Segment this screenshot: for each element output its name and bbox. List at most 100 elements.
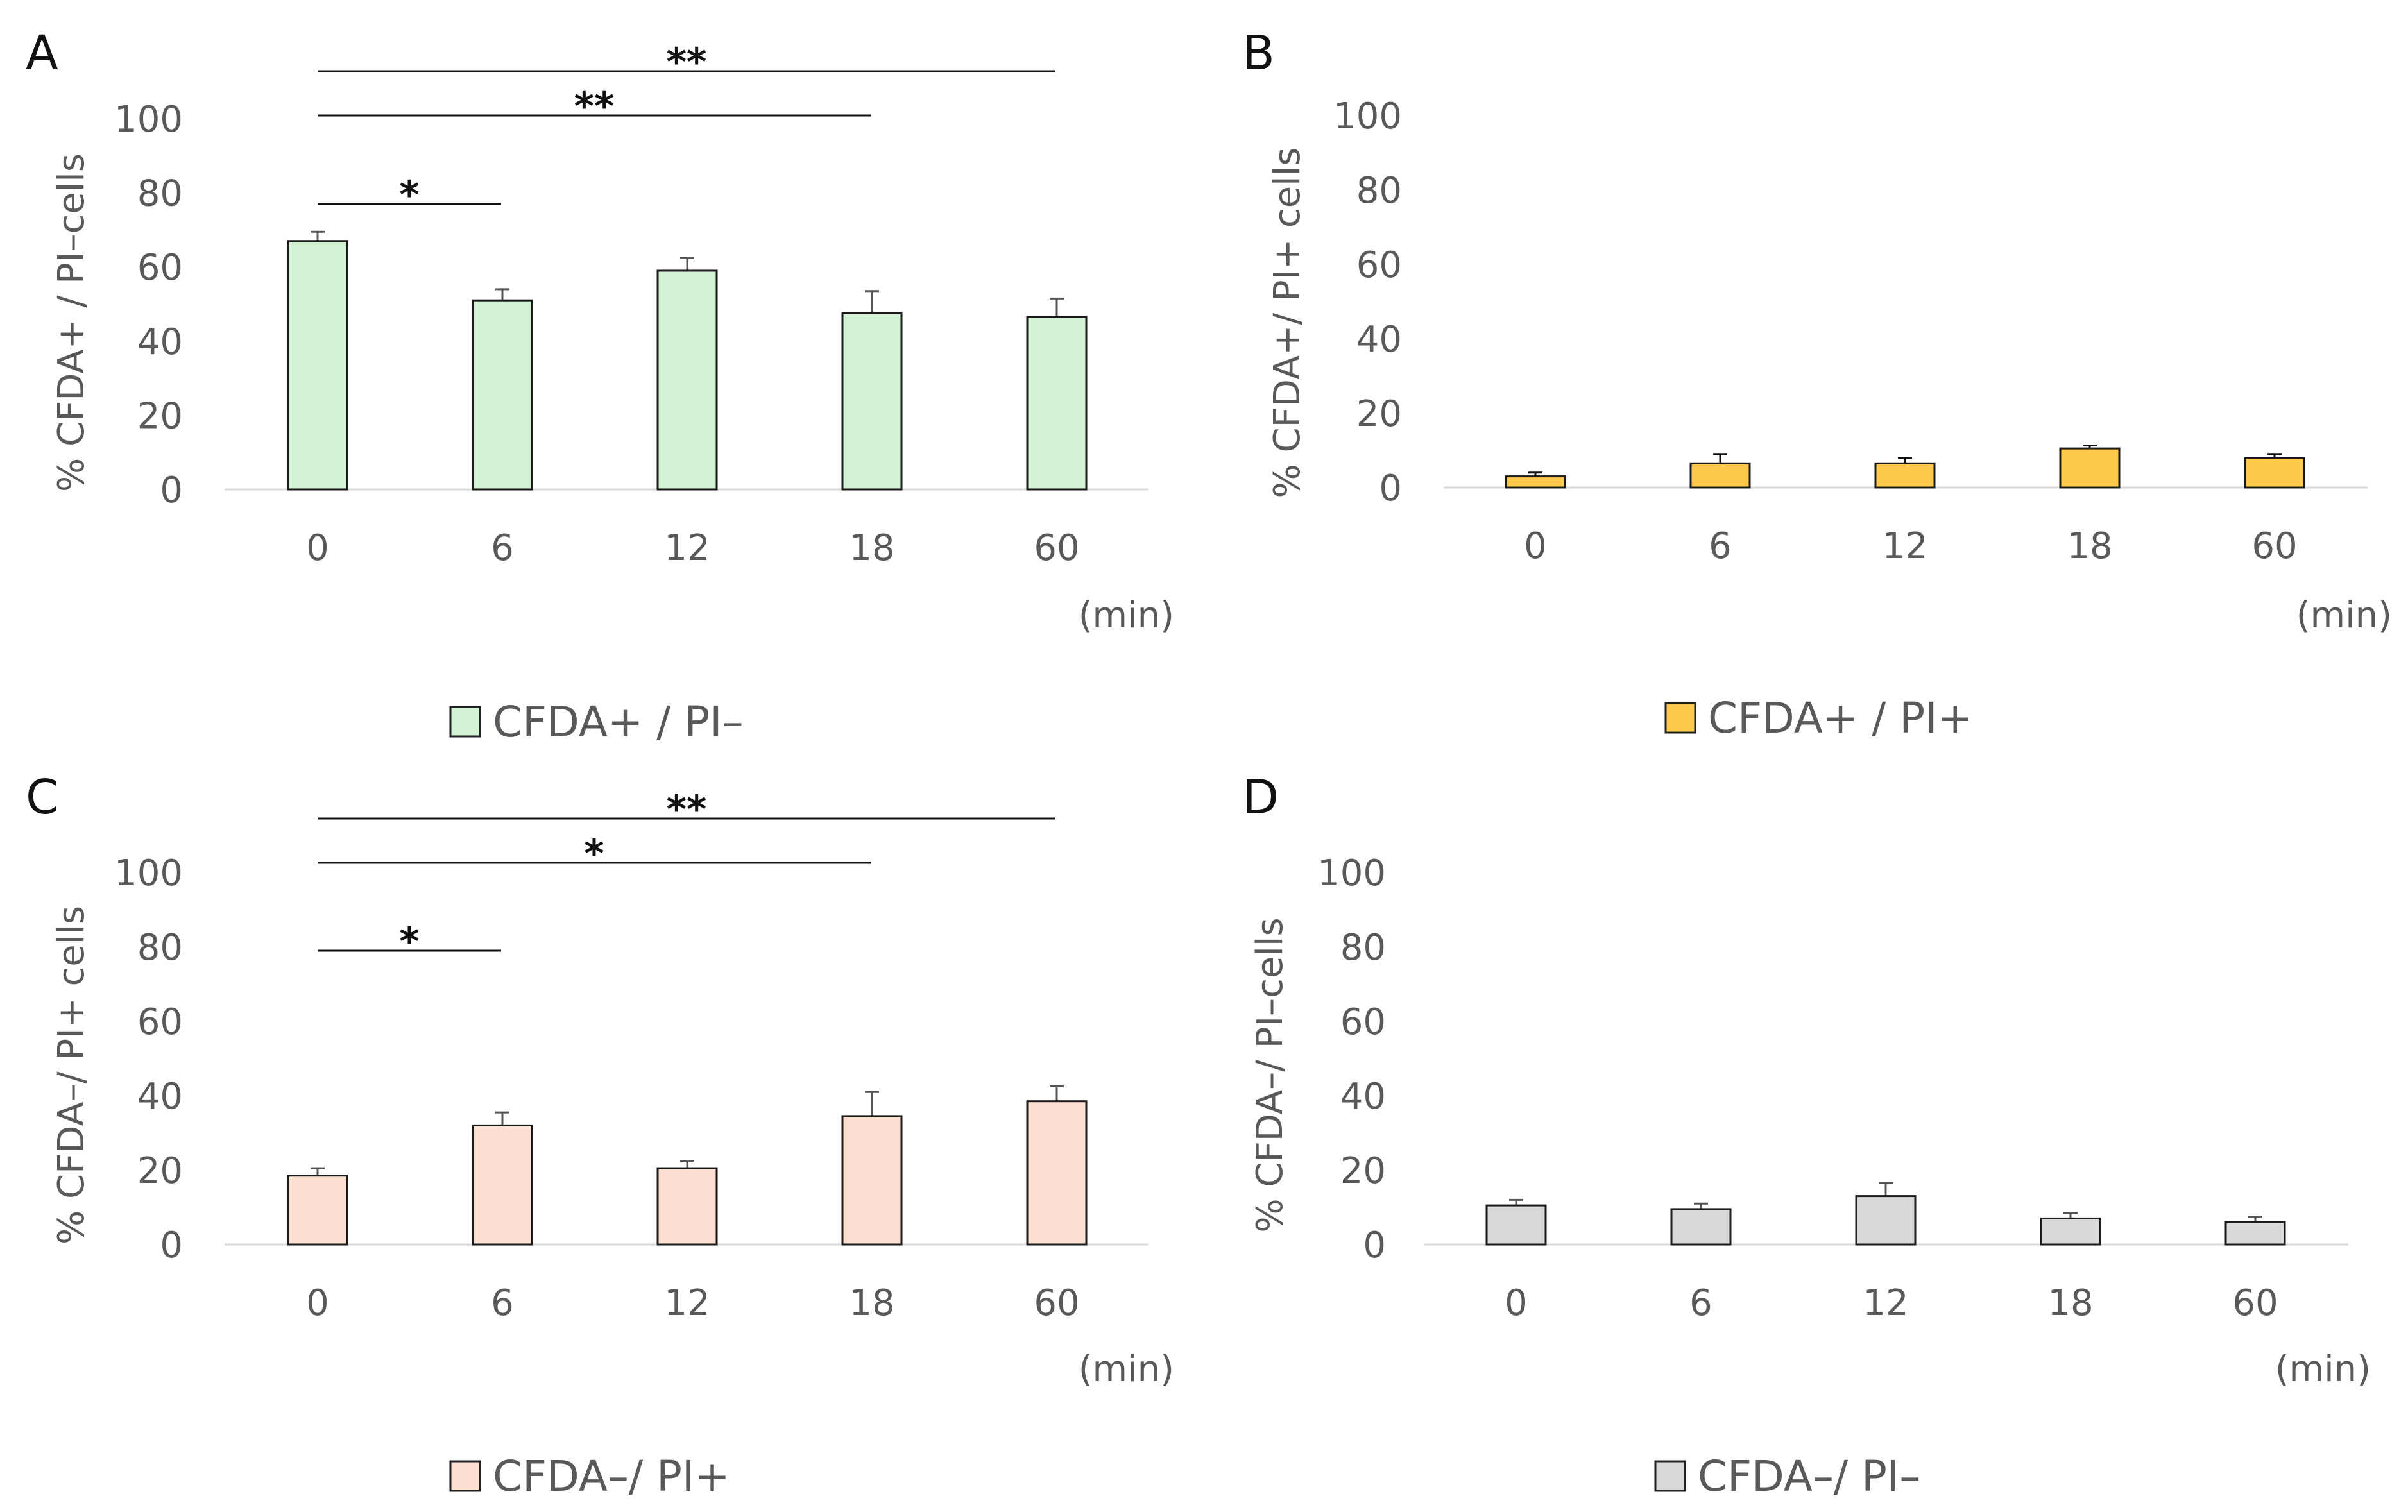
panel-b-bar-6 bbox=[1689, 462, 1751, 489]
panel-d-bar-6 bbox=[1670, 1208, 1732, 1246]
panel-d-x-unit: (min) bbox=[2275, 1348, 2371, 1390]
panel-b-y-tick-20: 20 bbox=[1356, 393, 1402, 435]
panel-d-y-tick-20: 20 bbox=[1340, 1150, 1386, 1192]
panel-a-significance-label-0-60: ** bbox=[667, 40, 707, 85]
panel-c-y-tick-80: 80 bbox=[137, 927, 183, 969]
panel-c-significance-0-18: * bbox=[318, 831, 871, 876]
panel-d: D 0 20 40 60 80 100 0 6 12 18 60 % CFDA–/ PI–cell… bbox=[1242, 770, 2371, 1501]
panel-b-y-tick-100: 100 bbox=[1333, 96, 1402, 137]
panel-d-x-tick-18: 18 bbox=[2047, 1282, 2093, 1324]
panel-a-y-tick-40: 40 bbox=[137, 321, 183, 363]
panel-c-bar-12 bbox=[656, 1167, 718, 1246]
panel-c-y-tick-20: 20 bbox=[137, 1150, 183, 1192]
panel-c-y-tick-0: 0 bbox=[160, 1225, 183, 1266]
panel-b-x-tick-60: 60 bbox=[2251, 525, 2297, 567]
panel-d-letter: D bbox=[1242, 770, 1279, 825]
panel-d-x-tick-60: 60 bbox=[2232, 1282, 2278, 1324]
panel-c-x-tick-12: 12 bbox=[664, 1282, 710, 1324]
panel-d-legend-swatch bbox=[1654, 1460, 1686, 1492]
panel-d-y-tick-100: 100 bbox=[1317, 853, 1386, 894]
panel-d-y-tick-0: 0 bbox=[1363, 1225, 1386, 1266]
panel-a-y-tick-80: 80 bbox=[137, 173, 183, 215]
panel-c-letter: C bbox=[26, 770, 59, 825]
panel-a-bar-6 bbox=[472, 299, 533, 491]
panel-d-legend-label: CFDA–/ PI– bbox=[1698, 1452, 1920, 1501]
panel-d-y-axis-label: % CFDA–/ PI–cells bbox=[1249, 917, 1291, 1232]
panel-b-bar-0 bbox=[1505, 475, 1566, 489]
panel-a-legend-swatch bbox=[449, 706, 481, 738]
panel-a-significance-0-18: ** bbox=[318, 84, 871, 129]
panel-c-x-tick-0: 0 bbox=[306, 1282, 329, 1324]
panel-b-y-tick-40: 40 bbox=[1356, 319, 1402, 361]
panel-a-legend-label: CFDA+ / PI– bbox=[493, 697, 744, 747]
panel-b-letter: B bbox=[1242, 26, 1275, 81]
panel-a-y-axis-label: % CFDA+ / PI–cells bbox=[51, 153, 92, 492]
panel-b-bar-18 bbox=[2059, 447, 2121, 489]
panel-a-letter: A bbox=[26, 26, 58, 81]
panel-a-y-tick-0: 0 bbox=[160, 470, 183, 511]
panel-b-x-tick-12: 12 bbox=[1882, 525, 1927, 567]
panel-d-x-tick-6: 6 bbox=[1689, 1282, 1712, 1324]
panel-d-x-tick-0: 0 bbox=[1505, 1282, 1528, 1324]
panel-c-x-unit: (min) bbox=[1079, 1348, 1174, 1390]
panel-b-x-tick-18: 18 bbox=[2067, 525, 2112, 567]
panel-a-y-tick-60: 60 bbox=[137, 247, 183, 289]
panel-c-significance-label-0-6: * bbox=[399, 919, 419, 964]
panel-a-x-tick-0: 0 bbox=[306, 527, 329, 569]
panel-a-x-tick-18: 18 bbox=[849, 527, 894, 569]
panel-d-y-tick-60: 60 bbox=[1340, 1001, 1386, 1043]
panel-c-legend-swatch bbox=[449, 1460, 481, 1492]
panel-b-y-tick-0: 0 bbox=[1379, 468, 1402, 509]
panel-c-x-tick-18: 18 bbox=[849, 1282, 894, 1324]
panel-a-bar-18 bbox=[841, 312, 903, 491]
panel-c-significance-0-60: ** bbox=[318, 787, 1055, 832]
panel-a-significance-label-0-6: * bbox=[399, 173, 419, 217]
panel-c-y-tick-100: 100 bbox=[114, 853, 183, 894]
panel-a-y-tick-20: 20 bbox=[137, 395, 183, 437]
panel-a-bar-60 bbox=[1026, 316, 1088, 491]
panel-d-y-tick-40: 40 bbox=[1340, 1076, 1386, 1117]
panel-b-x-unit: (min) bbox=[2296, 595, 2392, 636]
panel-b-legend-swatch bbox=[1664, 702, 1696, 734]
panel-c-bar-18 bbox=[841, 1115, 903, 1246]
panel-c-significance-label-0-18: * bbox=[584, 831, 604, 876]
panel-b-bar-12 bbox=[1874, 462, 1936, 489]
panel-a-x-tick-12: 12 bbox=[664, 527, 710, 569]
panel-a-y-tick-100: 100 bbox=[114, 99, 183, 140]
panel-c-y-tick-60: 60 bbox=[137, 1001, 183, 1043]
panel-a-significance-0-6: * bbox=[318, 173, 501, 217]
panel-b-y-tick-80: 80 bbox=[1356, 170, 1402, 212]
panel-a-x-unit: (min) bbox=[1079, 595, 1174, 636]
panel-a-x-tick-6: 6 bbox=[491, 527, 514, 569]
panel-b-y-tick-60: 60 bbox=[1356, 244, 1402, 286]
panel-b-legend-label: CFDA+ / PI+ bbox=[1708, 693, 1973, 743]
panel-c-bar-0 bbox=[287, 1175, 348, 1246]
panel-d-y-tick-80: 80 bbox=[1340, 927, 1386, 969]
panel-b-y-axis-label: % CFDA+/ PI+ cells bbox=[1267, 148, 1308, 498]
panel-a-significance-label-0-18: ** bbox=[574, 84, 615, 129]
panel-c-significance-label-0-60: ** bbox=[667, 787, 707, 832]
panel-a-bar-12 bbox=[656, 269, 718, 491]
panel-d-bar-18 bbox=[2040, 1217, 2101, 1246]
panel-c-x-tick-6: 6 bbox=[491, 1282, 514, 1324]
panel-d-x-tick-12: 12 bbox=[1863, 1282, 1908, 1324]
panel-b-bar-60 bbox=[2244, 457, 2305, 489]
panel-c-y-axis-label: % CFDA–/ PI+ cells bbox=[51, 906, 92, 1244]
panel-a-bar-0 bbox=[287, 240, 348, 491]
panel-b-x-tick-0: 0 bbox=[1524, 525, 1547, 567]
panel-c-bar-6 bbox=[472, 1124, 533, 1246]
panel-a-significance-0-60: ** bbox=[318, 40, 1055, 85]
panel-b-x-tick-6: 6 bbox=[1709, 525, 1732, 567]
panel-c-legend-label: CFDA–/ PI+ bbox=[493, 1452, 730, 1501]
panel-b: B 0 20 40 60 80 100 0 6 12 18 60 % CFDA+/ PI+ cel… bbox=[1242, 26, 2392, 743]
panel-c-y-tick-40: 40 bbox=[137, 1076, 183, 1117]
panel-c-significance-0-6: * bbox=[318, 919, 501, 964]
panel-a-x-tick-60: 60 bbox=[1034, 527, 1079, 569]
panel-c-x-tick-60: 60 bbox=[1034, 1282, 1079, 1324]
panel-c-bar-60 bbox=[1026, 1100, 1088, 1246]
panel-d-bar-0 bbox=[1485, 1204, 1547, 1246]
panel-d-bar-12 bbox=[1855, 1195, 1917, 1246]
